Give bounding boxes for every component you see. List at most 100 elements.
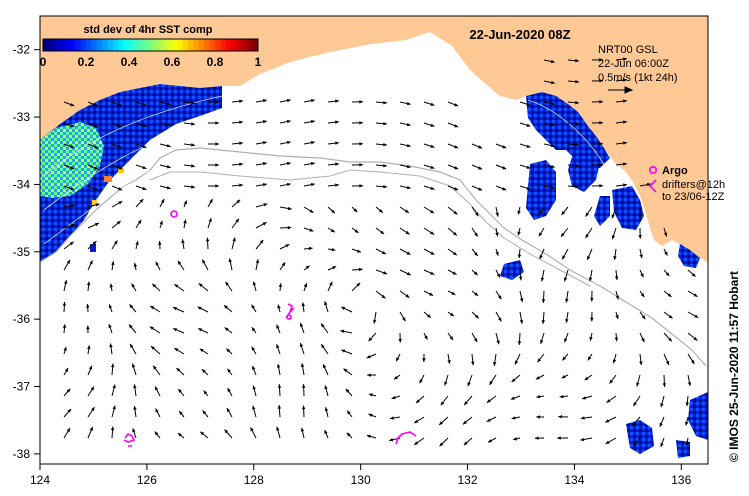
current-arrow (615, 120, 627, 124)
current-arrow (135, 122, 147, 128)
current-arrow (327, 281, 333, 292)
current-arrow (303, 206, 314, 214)
current-arrow (226, 348, 233, 355)
current-arrow (399, 185, 411, 190)
current-arrow (203, 390, 209, 397)
colorbar-cell (220, 39, 227, 51)
colorbar-cell (225, 39, 232, 51)
colorbar-cell (209, 39, 216, 51)
current-arrow (327, 265, 337, 271)
current-arrow (303, 182, 315, 187)
current-arrow (368, 332, 377, 342)
current-arrow (255, 141, 267, 145)
colorbar-cell (155, 39, 162, 51)
current-arrow (231, 237, 236, 250)
current-arrow (438, 416, 449, 426)
current-arrow (303, 98, 315, 103)
current-arrow (415, 395, 425, 404)
current-arrow (63, 122, 75, 128)
current-arrow (591, 163, 604, 167)
current-arrow (447, 206, 458, 215)
current-arrow (366, 353, 377, 359)
current-arrow (155, 408, 161, 418)
current-arrow (231, 120, 243, 125)
current-arrow (251, 346, 257, 355)
current-arrow (495, 227, 499, 237)
current-arrow (399, 311, 406, 322)
current-arrow (591, 142, 604, 146)
current-arrow (633, 395, 641, 407)
current-arrow (462, 416, 473, 425)
scale-arrow-icon (608, 86, 634, 94)
current-arrow (207, 184, 220, 188)
current-arrow (663, 311, 673, 319)
argo-track-icon (648, 179, 657, 193)
current-arrow (205, 237, 210, 250)
current-arrow (327, 162, 339, 166)
current-arrow (663, 290, 672, 298)
current-arrow (183, 164, 195, 168)
current-arrow (63, 204, 76, 208)
current-arrow (447, 353, 451, 364)
current-arrow (87, 185, 99, 191)
current-arrow (255, 99, 267, 103)
current-arrow (152, 365, 161, 376)
current-arrow (375, 100, 387, 105)
current-arrow (471, 290, 479, 297)
current-arrow (111, 143, 123, 149)
current-arrow (110, 363, 115, 376)
current-arrow (63, 185, 75, 191)
current-arrow (174, 283, 185, 292)
x-tick-label: 134 (564, 473, 584, 487)
current-arrow (495, 269, 501, 278)
current-arrow (471, 311, 480, 319)
current-arrow (423, 122, 435, 127)
current-arrow (252, 405, 257, 418)
current-arrow (279, 262, 286, 271)
current-arrow (250, 427, 257, 439)
current-arrow (471, 248, 479, 257)
current-arrow (132, 428, 137, 439)
current-arrow (63, 241, 74, 250)
current-arrow (489, 374, 497, 386)
current-arrow (351, 282, 361, 292)
current-arrow (419, 374, 425, 384)
current-arrow (131, 363, 137, 376)
current-arrow (129, 343, 137, 355)
colorbar-cell (161, 39, 168, 51)
current-arrow (414, 416, 425, 424)
x-axis-labels: 124 126 128 130 132 134 136 (30, 473, 692, 487)
current-arrow (541, 290, 546, 303)
colorbar-cell (102, 39, 108, 51)
current-arrow (495, 311, 502, 322)
current-arrow (111, 164, 123, 170)
current-arrow (255, 259, 260, 271)
current-arrow (279, 140, 291, 145)
current-arrow (133, 262, 138, 271)
current-arrow (303, 119, 315, 124)
current-arrow (63, 408, 72, 418)
current-arrow (255, 221, 267, 229)
current-arrow (423, 269, 435, 276)
current-arrow (557, 436, 569, 440)
current-arrow (447, 290, 456, 296)
current-arrow (639, 332, 645, 343)
current-arrow (149, 326, 161, 334)
current-arrow (87, 101, 99, 107)
current-arrow (279, 182, 291, 187)
currents-legend: NRT00 GSL 22-Jun 06:00Z 0.5m/s (1kt 24h) (598, 44, 677, 94)
current-arrow (687, 332, 698, 341)
current-arrow (135, 101, 147, 107)
current-arrow (471, 269, 479, 276)
current-arrow (413, 437, 425, 446)
current-arrow (87, 122, 99, 128)
current-arrow (639, 290, 645, 298)
current-arrow (395, 353, 401, 362)
current-arrow (471, 227, 479, 237)
current-arrow (207, 198, 213, 208)
current-arrow (517, 206, 521, 215)
current-arrow (423, 164, 435, 169)
current-arrow (540, 332, 545, 345)
current-arrow (111, 200, 123, 208)
colorbar-cell (118, 39, 125, 51)
